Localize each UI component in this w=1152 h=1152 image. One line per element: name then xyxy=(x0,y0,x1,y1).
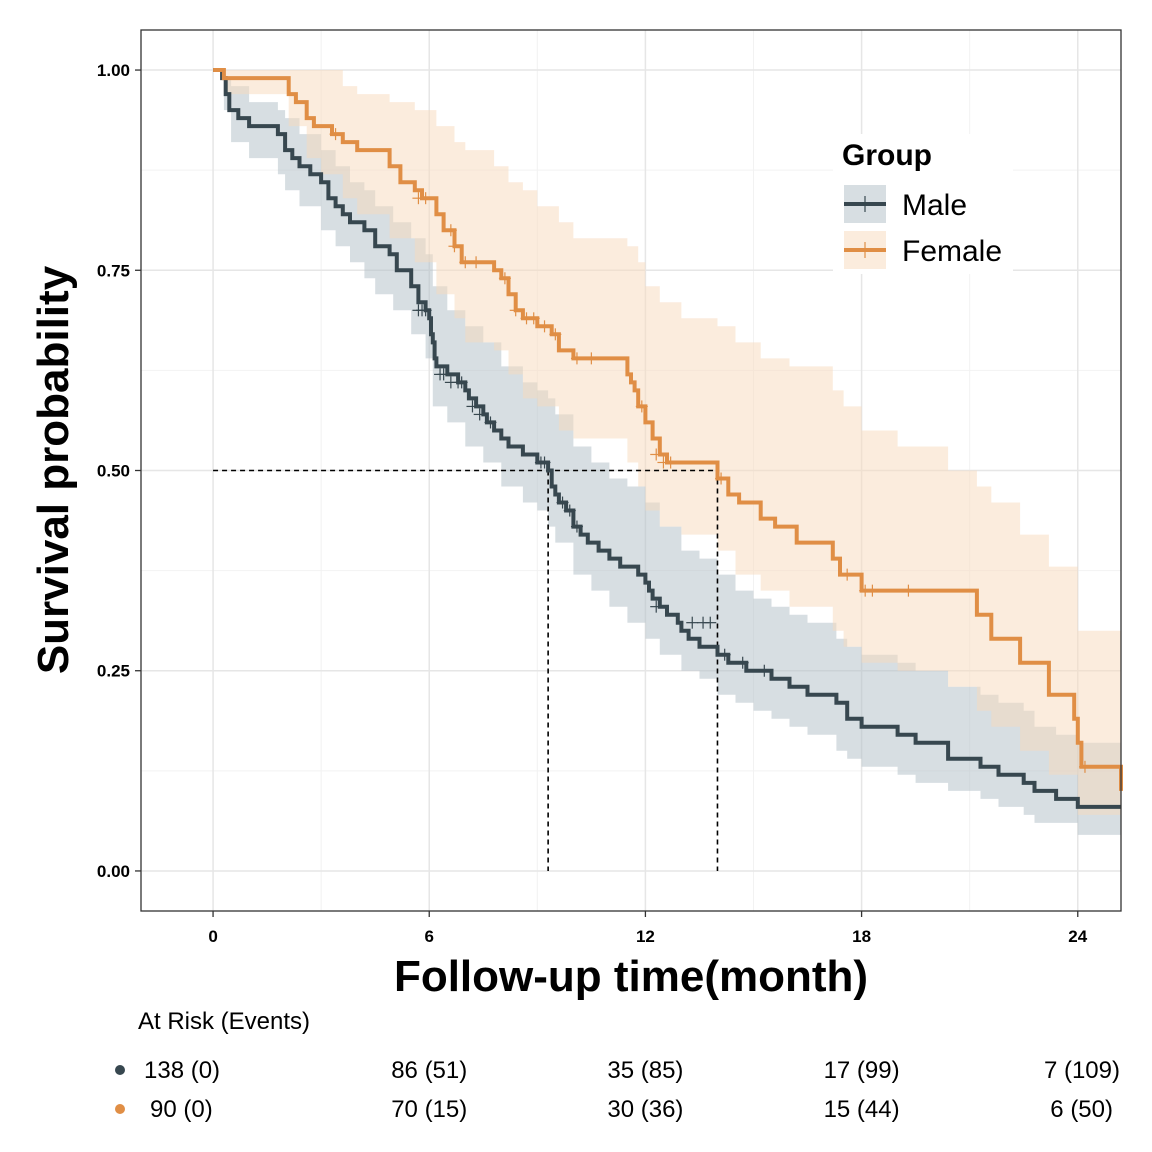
median-lines xyxy=(213,469,719,871)
y-tick-label: 0.75 xyxy=(97,261,130,280)
risk-cell-female: 30 (36) xyxy=(607,1096,683,1123)
censor-mark-male xyxy=(650,600,663,613)
x-tick-label: 18 xyxy=(852,927,871,946)
censor-mark-male xyxy=(686,616,699,629)
censor-mark-male xyxy=(563,504,576,517)
censor-mark-male xyxy=(570,520,583,533)
band-male xyxy=(213,70,1122,835)
censor-mark-female xyxy=(538,320,551,333)
y-tick-label: 1.00 xyxy=(97,61,130,80)
risk-table-title: At Risk (Events) xyxy=(138,1008,310,1035)
risk-dot-female xyxy=(115,1104,125,1114)
y-axis-title: Survival probability xyxy=(29,265,78,674)
confidence-bands xyxy=(213,70,1122,835)
band-female xyxy=(213,70,1122,823)
risk-cell-female: 70 (15) xyxy=(391,1096,467,1123)
censor-mark-female xyxy=(585,352,598,365)
censor-mark-male xyxy=(556,496,569,509)
risk-table: At Risk (Events) 138 (0) 86 (51) 35 (85) 17… xyxy=(115,1008,1120,1123)
y-axis-ticks: 0.00 0.25 0.50 0.75 1.00 xyxy=(97,61,141,881)
y-tick-label: 0.50 xyxy=(97,462,130,481)
censor-mark-female xyxy=(650,448,663,461)
risk-cell-male: 7 (109) xyxy=(1044,1057,1120,1084)
y-tick-label: 0.25 xyxy=(97,662,130,681)
risk-cell-male: 35 (85) xyxy=(607,1057,683,1084)
risk-cell-female: 90 (0) xyxy=(150,1096,213,1123)
censor-mark-male xyxy=(455,376,468,389)
censor-mark-female xyxy=(470,256,483,269)
x-tick-label: 6 xyxy=(425,927,434,946)
x-tick-label: 0 xyxy=(208,927,217,946)
risk-dot-male xyxy=(115,1065,125,1075)
risk-cell-male: 86 (51) xyxy=(391,1057,467,1084)
censor-mark-female xyxy=(902,584,915,597)
censor-mark-female xyxy=(570,352,583,365)
censor-mark-male xyxy=(473,408,486,421)
censor-mark-male xyxy=(718,648,731,661)
censor-mark-female xyxy=(509,304,522,317)
censor-mark-female xyxy=(715,472,728,485)
censor-mark-male xyxy=(736,656,749,669)
legend-item-male: Male xyxy=(844,185,967,223)
censor-mark-male xyxy=(437,368,450,381)
censor-mark-female xyxy=(444,224,457,237)
censor-mark-male xyxy=(484,416,497,429)
risk-cell-female: 15 (44) xyxy=(824,1096,900,1123)
censor-mark-male xyxy=(466,400,479,413)
censor-mark-female xyxy=(664,456,677,469)
risk-cell-male: 17 (99) xyxy=(824,1057,900,1084)
censor-mark-male xyxy=(538,456,551,469)
censor-mark-female xyxy=(459,256,472,269)
censor-mark-female xyxy=(841,568,854,581)
censor-mark-female xyxy=(527,312,540,325)
x-tick-label: 12 xyxy=(636,927,655,946)
x-axis-title: Follow-up time(month) xyxy=(394,952,868,1001)
risk-cell-male: 138 (0) xyxy=(144,1057,220,1084)
censor-marks xyxy=(329,128,1091,773)
censor-mark-female xyxy=(419,192,432,205)
censor-mark-male xyxy=(758,664,771,677)
legend-title: Group xyxy=(842,139,932,172)
legend-label-female: Female xyxy=(902,235,1002,268)
censor-mark-female xyxy=(329,128,342,141)
censor-mark-female xyxy=(1078,760,1091,773)
censor-mark-female xyxy=(549,328,562,341)
censor-mark-female xyxy=(448,240,461,253)
censor-mark-male xyxy=(419,304,432,317)
censor-mark-female xyxy=(635,400,648,413)
censor-mark-male xyxy=(704,616,717,629)
y-tick-label: 0.00 xyxy=(97,862,130,881)
x-tick-label: 24 xyxy=(1068,927,1087,946)
censor-mark-female xyxy=(866,584,879,597)
legend: Group Male Female xyxy=(833,134,1013,274)
legend-label-male: Male xyxy=(902,189,967,222)
x-axis-ticks: 0 6 12 18 24 xyxy=(208,911,1088,946)
risk-cell-female: 6 (50) xyxy=(1050,1096,1113,1123)
legend-item-female: Female xyxy=(844,231,1002,269)
censor-mark-female xyxy=(498,272,511,285)
